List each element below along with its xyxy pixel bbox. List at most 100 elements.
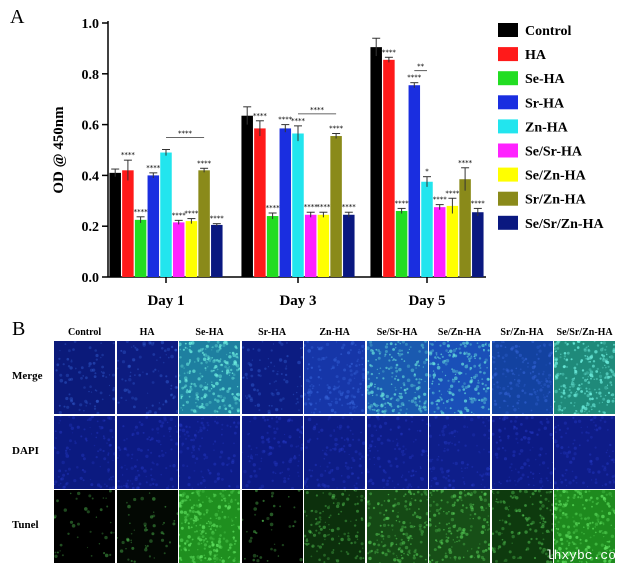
bar xyxy=(472,212,484,277)
micrograph-texture xyxy=(491,490,553,563)
bar xyxy=(421,181,433,277)
significance-stars: **** xyxy=(291,117,306,125)
micrograph-texture xyxy=(54,490,115,558)
bar xyxy=(172,222,185,277)
legend-label: Control xyxy=(525,24,572,39)
micrograph-tile xyxy=(429,341,491,414)
micrograph-texture xyxy=(304,341,366,414)
micrograph-texture xyxy=(429,490,491,563)
legend-swatch xyxy=(498,47,518,62)
bar xyxy=(241,115,253,278)
legend-label: Sr/Zn-HA xyxy=(525,193,587,208)
legend-swatch xyxy=(498,119,518,134)
significance-stars: **** xyxy=(316,203,331,211)
micrograph-texture xyxy=(429,341,491,414)
column-header: Se/Zn-HA xyxy=(437,327,482,338)
bar xyxy=(109,172,121,277)
bar xyxy=(370,47,382,277)
y-axis-label: OD @ 450nm xyxy=(51,106,67,194)
watermark-text: lhxybc.co xyxy=(545,548,616,563)
legend-label: HA xyxy=(525,48,547,63)
micrograph-tile xyxy=(554,341,616,414)
column-header: Control xyxy=(68,327,102,338)
micrograph-texture xyxy=(179,416,241,489)
legend-swatch xyxy=(498,215,518,230)
bar xyxy=(134,219,147,277)
micrograph-texture xyxy=(366,341,428,414)
bar xyxy=(147,175,160,277)
micrograph-texture xyxy=(304,416,366,489)
bracket-stars: **** xyxy=(310,106,325,114)
y-tick-label: 0.4 xyxy=(82,169,100,184)
x-tick-label: Day 5 xyxy=(408,293,445,309)
significance-stars: **** xyxy=(433,196,448,204)
micrograph-tile xyxy=(241,490,303,563)
significance-stars: **** xyxy=(146,164,161,172)
micrograph-texture xyxy=(116,492,178,563)
micrograph-texture xyxy=(116,341,178,414)
column-header: Se-HA xyxy=(195,327,224,338)
micrograph-tile xyxy=(54,341,116,414)
panel-label-a: A xyxy=(10,6,25,28)
y-tick-label: 0.6 xyxy=(82,119,100,134)
bar xyxy=(433,207,446,277)
column-header: Zn-HA xyxy=(319,327,350,338)
significance-stars: **** xyxy=(382,48,397,56)
micrograph-tile xyxy=(241,416,303,489)
significance-stars: **** xyxy=(197,159,212,167)
micrograph-tile xyxy=(54,490,116,563)
significance-stars: **** xyxy=(395,199,410,207)
bar xyxy=(446,205,459,277)
bar xyxy=(185,221,198,277)
significance-stars: **** xyxy=(184,210,199,218)
bar xyxy=(330,136,342,277)
bar xyxy=(266,216,279,277)
bar xyxy=(160,152,172,277)
micrograph-tile xyxy=(179,416,241,489)
bar xyxy=(408,85,421,277)
micrograph-tile xyxy=(179,341,241,414)
x-tick-label: Day 1 xyxy=(147,293,184,309)
bracket-stars: ** xyxy=(417,63,425,71)
column-header: Se/Sr/Zn-HA xyxy=(556,327,613,338)
micrograph-tile xyxy=(54,416,116,489)
micrograph-texture xyxy=(366,416,428,489)
micrograph-texture xyxy=(491,416,553,489)
legend-swatch xyxy=(498,23,518,37)
legend-label: Zn-HA xyxy=(525,120,569,135)
micrograph-texture xyxy=(366,490,428,563)
legend-label: Se/Sr/Zn-HA xyxy=(525,217,604,232)
panel-label-b: B xyxy=(12,318,26,340)
micrograph-tile xyxy=(366,341,428,414)
column-header: HA xyxy=(139,327,155,338)
micrograph-tile xyxy=(304,416,366,489)
micrograph-texture xyxy=(241,416,303,489)
micrograph-tile xyxy=(366,416,428,489)
micrograph-tile xyxy=(304,341,366,414)
legend-swatch xyxy=(498,71,518,86)
micrograph-tile xyxy=(304,490,366,563)
micrograph-tile xyxy=(241,341,303,414)
y-tick-label: 0.0 xyxy=(82,271,100,286)
bar xyxy=(122,170,134,277)
micrograph-tile xyxy=(429,416,491,489)
significance-stars: **** xyxy=(304,203,319,211)
micrograph-texture xyxy=(55,341,116,414)
micrograph-tile xyxy=(179,490,241,563)
significance-stars: **** xyxy=(253,112,268,120)
bracket-stars: **** xyxy=(178,129,193,137)
significance-stars: **** xyxy=(266,204,281,212)
bar xyxy=(292,133,304,277)
micrograph-tile xyxy=(491,490,553,563)
significance-stars: **** xyxy=(458,159,473,167)
significance-stars: **** xyxy=(172,211,187,219)
y-tick-label: 1.0 xyxy=(82,17,100,32)
row-label: Tunel xyxy=(12,518,39,531)
y-tick-label: 0.8 xyxy=(82,68,100,83)
micrograph-tile xyxy=(554,490,616,563)
legend-label: Sr-HA xyxy=(525,96,565,111)
bar xyxy=(198,170,210,277)
micrograph-tile xyxy=(429,490,491,563)
legend-swatch xyxy=(498,167,518,182)
legend-swatch xyxy=(498,143,518,158)
